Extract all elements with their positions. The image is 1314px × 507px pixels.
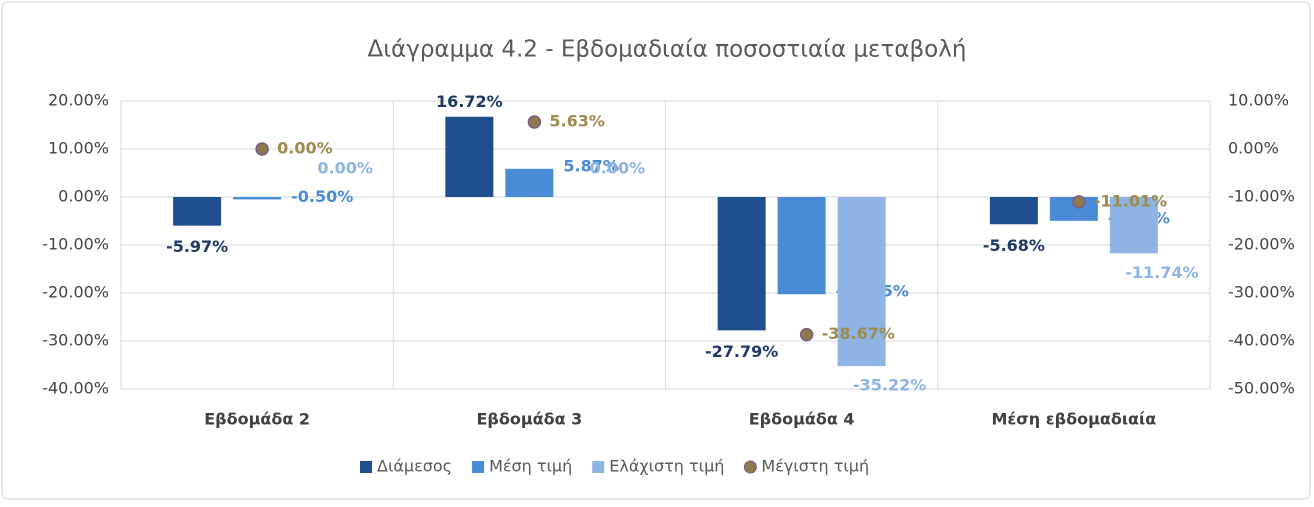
data-label: 0.00% — [590, 159, 646, 178]
y-tick-label: 10.00% — [48, 139, 109, 158]
y-tick-label: -20.00% — [42, 283, 109, 302]
y-tick-label: 20.00% — [48, 91, 109, 110]
x-tick-label: Μέση εβδομαδιαία — [991, 410, 1156, 429]
y2-tick-label: -10.00% — [1228, 187, 1295, 206]
y2-tick-label: -50.00% — [1228, 379, 1295, 398]
y-tick-label: 0.00% — [58, 187, 109, 206]
legend-swatch — [592, 461, 605, 473]
data-label: 0.00% — [277, 139, 333, 158]
y-tick-label: -10.00% — [42, 235, 109, 254]
data-label: -5.68% — [983, 236, 1045, 255]
legend-label: Μέγιστη τιμή — [761, 457, 869, 476]
data-label: -27.79% — [705, 342, 778, 361]
y2-tick-label: 0.00% — [1228, 139, 1279, 158]
y2-tick-label: -30.00% — [1228, 283, 1295, 302]
bar — [717, 197, 766, 331]
data-label: 16.72% — [436, 92, 503, 111]
data-label: 0.00% — [317, 159, 373, 178]
legend-swatch — [743, 460, 757, 474]
y2-tick-label: -20.00% — [1228, 235, 1295, 254]
y-tick-label: -30.00% — [42, 331, 109, 350]
legend-swatch — [472, 461, 485, 473]
data-label: -38.67% — [822, 324, 895, 343]
data-label: -35.22% — [853, 376, 926, 395]
x-tick-label: Εβδομάδα 3 — [476, 410, 582, 429]
bar — [837, 197, 886, 367]
data-label: 5.87% — [563, 156, 619, 175]
chart-title: Διάγραμμα 4.2 - Εβδομαδιαία ποσοστιαία μ… — [368, 37, 967, 63]
data-label: -5.97% — [166, 237, 228, 256]
data-label: -0.50% — [291, 187, 353, 206]
data-label: -11.74% — [1125, 263, 1198, 282]
marker — [799, 327, 814, 342]
y2-tick-label: 10.00% — [1228, 91, 1289, 110]
x-tick-label: Εβδομάδα 4 — [749, 410, 855, 429]
bar — [1049, 197, 1098, 221]
legend-label: Ελάχιστη τιμή — [609, 457, 724, 476]
bar — [505, 168, 554, 197]
legend-swatch — [360, 461, 372, 473]
legend-label: Διάμεσος — [377, 457, 452, 476]
y2-tick-label: -40.00% — [1228, 331, 1295, 350]
marker — [255, 142, 269, 156]
data-label: -11.01% — [1094, 191, 1167, 210]
bar — [233, 197, 282, 200]
y-tick-label: -40.00% — [42, 379, 109, 398]
bar — [445, 116, 494, 197]
bar — [777, 197, 826, 295]
bar — [173, 197, 222, 226]
marker — [1072, 195, 1086, 209]
data-label: 5.63% — [549, 111, 605, 130]
marker — [527, 115, 542, 129]
bar — [989, 197, 1038, 225]
bar — [1109, 197, 1158, 254]
legend-label: Μέση τιμή — [489, 457, 572, 476]
x-tick-label: Εβδομάδα 2 — [204, 410, 310, 429]
